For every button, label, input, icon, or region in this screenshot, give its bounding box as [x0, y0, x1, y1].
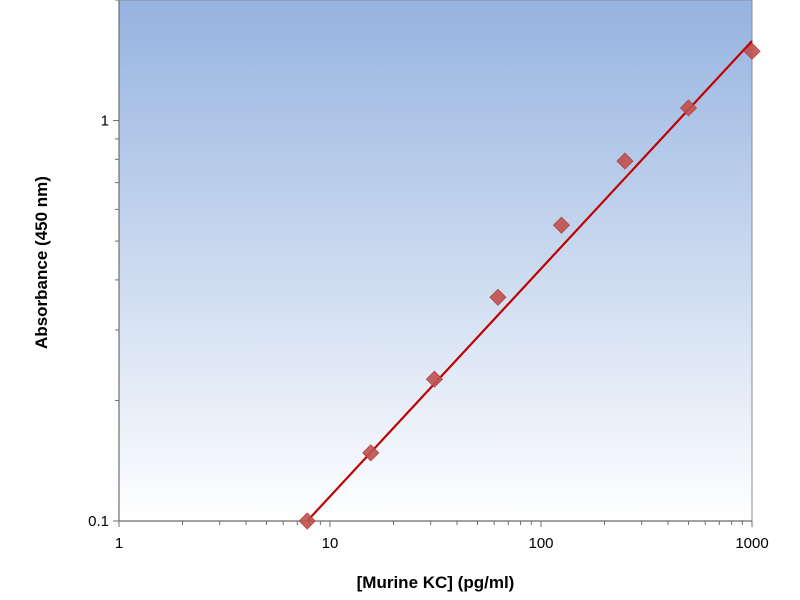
- data-point: [552, 216, 571, 234]
- data-points: [298, 42, 761, 530]
- y-tick-label: 0.1: [88, 513, 109, 530]
- fit-line-group: [306, 40, 753, 522]
- x-tick-label: 10: [322, 535, 339, 552]
- y-tick-label: 1: [101, 113, 109, 130]
- x-tick-label: 100: [528, 535, 553, 552]
- data-point: [298, 512, 316, 530]
- x-tick-label: 1000: [735, 535, 768, 552]
- data-point: [362, 444, 380, 462]
- data-point: [743, 42, 761, 60]
- plot-area: [118, 0, 753, 522]
- x-axis-title: [Murine KC] (pg/ml): [357, 573, 515, 592]
- fit-line: [306, 40, 753, 522]
- axes: [113, 0, 753, 527]
- tick-labels: 1 10 100 1000 0.1 1: [88, 113, 769, 552]
- x-tick-label: 1: [115, 535, 123, 552]
- data-point: [425, 370, 443, 388]
- data-point: [489, 288, 507, 306]
- y-axis-title: Absorbance (450 nm): [32, 176, 51, 349]
- data-point: [616, 152, 634, 170]
- data-point: [679, 99, 698, 117]
